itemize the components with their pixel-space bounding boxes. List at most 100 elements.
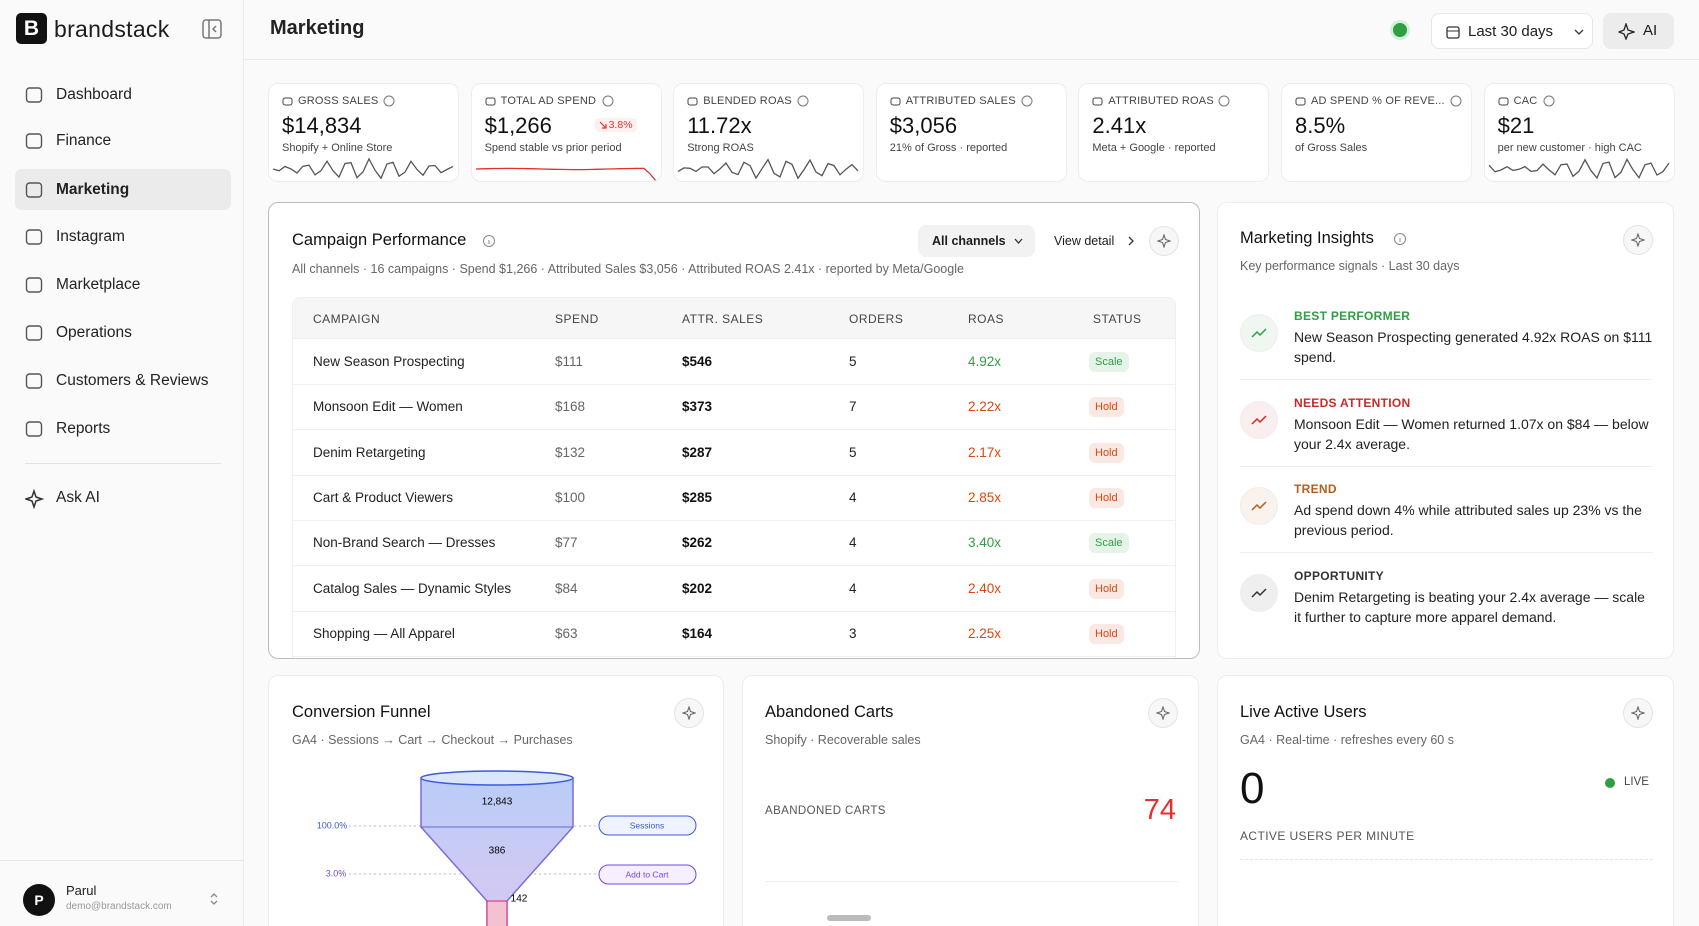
cell-sales: $285 [682,489,713,505]
kpi-icon [687,97,698,106]
page-title: Marketing [270,17,365,39]
kpi-note: Spend stable vs prior period [484,142,622,154]
cell-roas: 4.92x [968,354,1002,369]
kpi-icon-shape [1295,97,1306,106]
kpi-card[interactable]: CAC $21 per new customer · high CAC [1483,83,1675,182]
nav-item[interactable]: Dashboard [15,74,231,115]
card-subtitle: All channels · 16 campaigns · Spend $1,2… [292,262,964,276]
channel-filter[interactable]: All channels [918,225,1035,257]
nav-icon-shape [25,133,43,149]
nav-label: Finance [56,132,112,149]
kpi-label: AD SPEND % OF REVE... [1311,95,1445,107]
kpi-card[interactable]: ATTRIBUTED SALES $3,056 21% of Gross · rep… [875,83,1067,182]
divider [1240,379,1653,380]
view-detail[interactable]: View detail [1054,225,1140,257]
kpi-value: $3,056 [889,113,958,138]
cell-orders: 5 [849,444,857,460]
nav-item[interactable]: Marketplace [15,264,231,305]
column-header[interactable]: ATTR. SALES [682,312,764,326]
info-icon[interactable] [797,95,809,107]
info-icon[interactable] [602,95,614,107]
info-circle [1218,95,1230,107]
nav-item[interactable]: Marketing [15,169,231,210]
kpi-card[interactable]: ATTRIBUTED ROAS 2.41x Meta + Google · repo… [1078,83,1270,182]
cell-spend: $111 [555,354,584,369]
info-icon[interactable] [1543,95,1555,107]
funnel-rate: 3.0% [326,868,347,878]
ai-sparkle[interactable] [1623,698,1653,728]
kpi-card[interactable]: AD SPEND % OF REVE... 8.5% of Gross Sales [1281,83,1472,182]
date-range-picker[interactable]: Last 30 days [1431,13,1593,49]
nav-icon-shape [25,229,43,245]
funnel-count: 386 [489,846,506,857]
kpi-note: Shopify + Online Store [282,142,393,154]
column-header[interactable]: CAMPAIGN [313,312,381,326]
nav-icon [25,133,43,149]
cell-spend: $100 [555,489,586,505]
nav-item[interactable]: Reports [15,408,231,449]
sparkline-path [677,158,859,180]
nav-item[interactable]: Instagram [15,216,231,257]
divider [25,463,221,464]
nav-label: Marketing [56,181,130,198]
funnel-rate: 100.0% [317,820,348,830]
trend-arrow-shape [599,121,607,129]
insight-icon [1240,400,1278,439]
cell-spend: $168 [555,399,586,415]
collapse-button[interactable] [202,19,222,39]
column-header[interactable]: ROAS [968,312,1005,326]
kpi-icon [1498,97,1509,106]
info-circle [602,95,614,107]
divider [0,860,244,861]
stage-pill [598,864,697,885]
nav-label: Marketplace [56,276,141,293]
info-icon[interactable] [1450,95,1462,107]
cell-spend: $84 [555,580,578,596]
ai-label: AI [1643,22,1658,39]
nav-item[interactable]: Operations [15,312,231,353]
avatar[interactable]: P [23,884,55,916]
info-icon[interactable] [383,95,395,107]
user-menu[interactable] [208,891,220,907]
sparkle-shape [1631,706,1645,720]
ai-sparkle[interactable] [674,698,704,728]
kpi-card[interactable]: TOTAL AD SPEND $1,266 3.8% Spend stable vs … [470,83,662,182]
nav-label: Operations [56,324,132,341]
ai-sparkle[interactable] [1623,225,1653,255]
campaign-table: CAMPAIGN SPEND ATTR. SALES ORDERS ROAS STATUS… [292,297,1176,658]
cell-orders: 4 [849,535,857,551]
ai-sparkle[interactable] [1149,226,1179,256]
funnel-card: Conversion Funnel GA4 · Sessions → Cart … [268,675,724,926]
row-divider [293,429,1175,431]
header: Marketing Last 30 days AI [244,0,1699,60]
info-icon[interactable] [1393,232,1407,246]
info-icon[interactable] [1218,95,1230,107]
kpi-card[interactable]: GROSS SALES $14,834 Shopify + Online Store [268,83,459,182]
ask-ai[interactable]: Ask AI [15,477,231,518]
info-icon[interactable] [1021,95,1033,107]
cell-campaign: Non-Brand Search — Dresses [313,535,496,551]
nav-icon-shape [25,87,43,103]
insight-glyph-shape [1251,414,1267,425]
sparkle-shape [1156,706,1170,720]
nav-label: Instagram [56,228,125,245]
table-header [293,298,1175,339]
live-badge: LIVE [1624,776,1649,788]
row-divider [293,519,1175,521]
column-header[interactable]: ORDERS [849,312,904,326]
kpi-card[interactable]: BLENDED ROAS 11.72x Strong ROAS [673,83,865,182]
ai-sparkle[interactable] [1148,698,1178,728]
column-header[interactable]: SPEND [555,312,599,326]
metric-value: 74 [1143,794,1176,826]
ai-button[interactable]: AI [1603,13,1674,49]
cell-orders: 5 [849,354,857,369]
column-header[interactable]: STATUS [1093,312,1142,326]
nav-item[interactable]: Finance [15,120,231,161]
info-icon[interactable] [482,234,496,248]
scrollbar[interactable] [827,915,871,921]
ask-ai-label: Ask AI [56,489,100,506]
funnel-body [420,777,574,926]
nav-label: Customers & Reviews [56,372,209,389]
sparkle-shape [682,706,696,720]
nav-item[interactable]: Customers & Reviews [15,360,231,401]
